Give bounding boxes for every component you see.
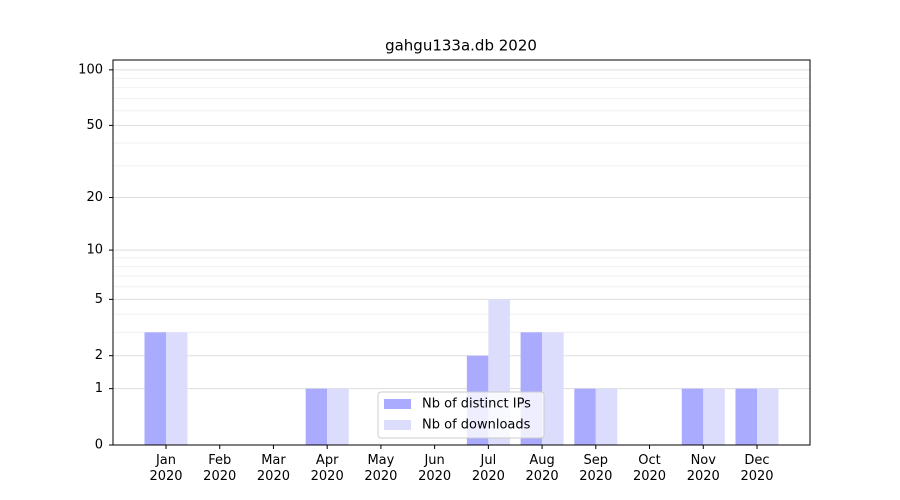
- legend: Nb of distinct IPs Nb of downloads: [377, 391, 545, 439]
- y-tick-label: 1: [95, 381, 103, 396]
- bar: [595, 388, 618, 445]
- bar: [703, 388, 725, 445]
- x-tick-label: Jun 2020: [418, 453, 452, 484]
- y-tick-label: 5: [95, 292, 103, 307]
- x-tick-label: May 2020: [364, 453, 398, 484]
- x-tick-label: Nov 2020: [686, 453, 720, 484]
- x-tick-label: Jan 2020: [149, 453, 183, 484]
- legend-swatch: [384, 399, 411, 409]
- legend-box: [377, 391, 545, 439]
- bar: [735, 388, 757, 445]
- bar: [681, 388, 704, 445]
- bar: [542, 332, 564, 445]
- bar: [574, 388, 596, 445]
- y-tick-label: 50: [86, 118, 103, 133]
- chart-title: gahgu133a.db 2020: [385, 37, 537, 55]
- y-tick-label: 100: [78, 62, 103, 77]
- y-tick-label: 0: [95, 438, 103, 453]
- bar: [757, 388, 779, 445]
- plot-frame: [112, 59, 811, 446]
- x-tick-label: Mar 2020: [256, 453, 290, 484]
- bar: [327, 388, 349, 445]
- x-tick-label: Jul 2020: [471, 453, 505, 484]
- x-tick-label: Oct 2020: [632, 453, 667, 484]
- legend-swatch: [384, 420, 411, 430]
- bar: [144, 332, 166, 445]
- y-tick-label: 2: [95, 348, 103, 363]
- legend-label: Nb of downloads: [422, 418, 531, 433]
- y-tick-label: 20: [86, 190, 103, 205]
- x-tick-label: Feb 2020: [203, 453, 237, 484]
- x-tick-label: Dec 2020: [740, 453, 774, 484]
- x-tick-label: Aug 2020: [525, 453, 559, 484]
- legend-label: Nb of distinct IPs: [422, 397, 531, 412]
- x-tick-label: Apr 2020: [310, 453, 344, 484]
- bar: [305, 388, 328, 445]
- x-tick-label: Sep 2020: [579, 453, 613, 484]
- bar: [166, 332, 188, 445]
- y-tick-label: 10: [86, 243, 103, 258]
